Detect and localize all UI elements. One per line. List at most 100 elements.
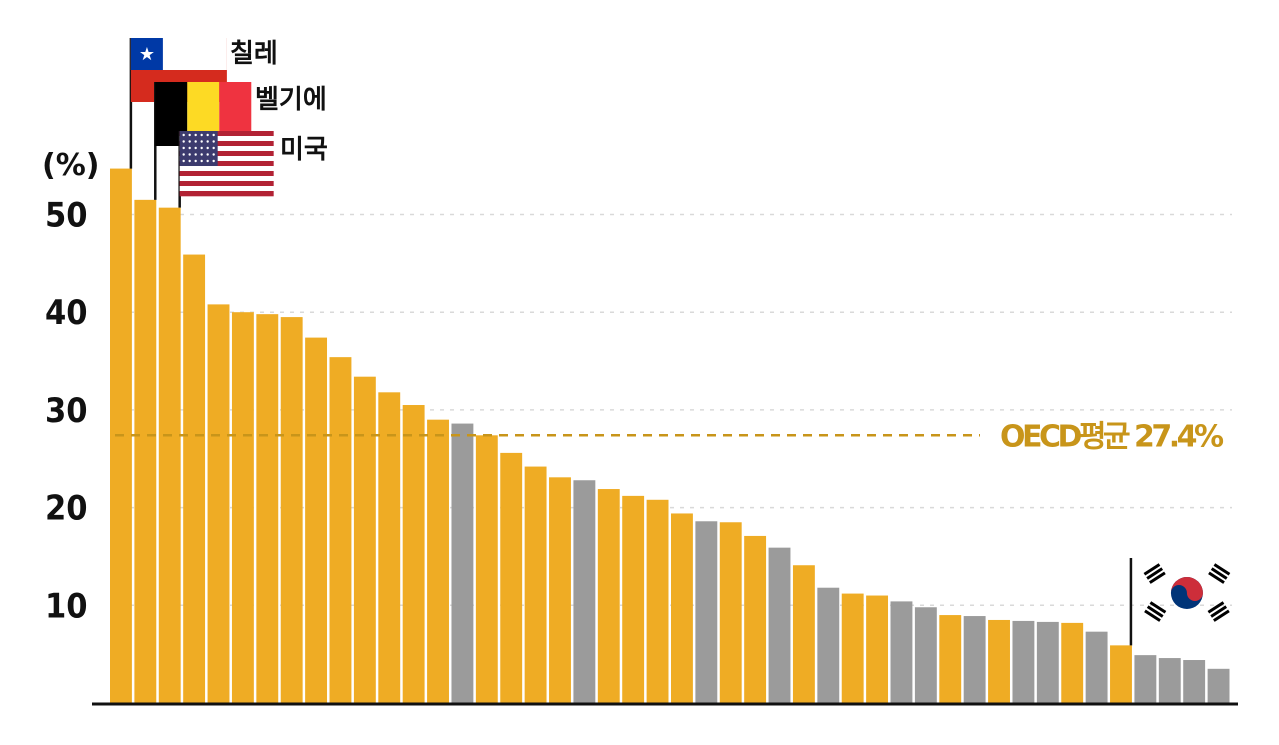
y-tick-label: 50 <box>45 196 88 236</box>
bar <box>719 522 742 703</box>
bar <box>939 615 962 703</box>
trigram-icon <box>1143 563 1166 584</box>
bars <box>110 168 1230 703</box>
bar <box>744 535 767 703</box>
bar <box>817 587 840 703</box>
star-icon <box>188 140 191 143</box>
star-icon <box>182 133 185 137</box>
bar <box>1207 668 1230 703</box>
star-icon <box>200 133 203 137</box>
bar <box>1183 660 1206 703</box>
trigram-bar <box>1146 605 1164 618</box>
trigram-bar <box>1208 571 1225 584</box>
bar <box>451 423 474 703</box>
oecd-average-label: OECD평균 27.4% <box>1000 419 1224 454</box>
star-icon <box>212 153 215 156</box>
star-icon <box>200 146 203 150</box>
bar <box>671 513 693 703</box>
flag-canton <box>130 38 163 70</box>
bar <box>353 376 376 703</box>
bar <box>378 392 401 703</box>
star-icon <box>200 140 203 143</box>
star-icon <box>206 140 209 143</box>
country-label: 칠레 <box>230 39 278 69</box>
star-icon <box>182 159 185 163</box>
trigram-icon <box>1207 601 1230 622</box>
bar <box>988 619 1010 703</box>
flag-stripe <box>179 141 274 147</box>
bar <box>183 254 206 703</box>
star-icon <box>188 146 191 150</box>
flag-stripe <box>179 186 274 192</box>
y-axis-unit-label: (%) <box>42 148 99 183</box>
flag-stripe <box>179 146 274 152</box>
star-icon: ★ <box>139 44 155 65</box>
bar <box>207 304 230 703</box>
usa-flag <box>178 131 274 208</box>
bar <box>573 480 596 703</box>
flag-stripe <box>179 161 274 167</box>
bar <box>549 477 571 703</box>
star-icon <box>206 159 209 163</box>
star-icon <box>182 140 185 143</box>
bar <box>500 452 523 703</box>
star-icon <box>182 153 185 156</box>
y-tick-label: 10 <box>45 586 88 626</box>
star-icon <box>194 153 197 156</box>
trigram-bar <box>1213 563 1231 576</box>
trigram-bar <box>1146 567 1164 580</box>
star-icon <box>188 153 191 156</box>
bar <box>134 199 157 703</box>
star-icon <box>188 159 191 163</box>
bar <box>1012 620 1035 703</box>
star-icon <box>206 146 209 150</box>
star-icon <box>212 133 215 137</box>
y-tick-label: 40 <box>45 293 88 333</box>
bar <box>475 435 498 703</box>
star-icon <box>212 159 215 163</box>
gridlines: 10 20 30 40 50 <box>45 196 1232 626</box>
trigram-bar <box>1149 601 1167 614</box>
flag-stripe <box>179 181 274 187</box>
trigram-bar <box>1207 601 1225 614</box>
star-icon <box>206 133 209 137</box>
flag-canton <box>179 131 218 166</box>
bar <box>1085 631 1108 703</box>
bar <box>866 595 889 703</box>
y-tick-label: 20 <box>45 489 88 529</box>
star-icon <box>200 153 203 156</box>
bar <box>402 405 425 703</box>
trigram-bar <box>1149 571 1166 584</box>
star-icon <box>194 140 197 143</box>
bar <box>1158 658 1181 703</box>
country-label: 미국 <box>280 135 328 165</box>
bar <box>914 607 937 703</box>
trigram-bar <box>1144 609 1161 622</box>
flag-stripe <box>179 131 274 137</box>
star-icon <box>194 133 197 137</box>
bar <box>1061 622 1084 703</box>
bar <box>1036 621 1059 703</box>
star-icon <box>182 146 185 150</box>
star-icon <box>206 153 209 156</box>
bar <box>622 495 645 703</box>
flag-stripe <box>179 136 274 142</box>
y-tick-label: 30 <box>45 391 88 431</box>
taegeuk-red <box>1170 577 1203 601</box>
star-icon <box>200 159 203 163</box>
star-icon <box>212 140 215 143</box>
bar <box>158 207 181 703</box>
flag-stripe <box>179 176 274 182</box>
bar <box>695 521 718 703</box>
bar <box>280 317 303 703</box>
trigram-icon <box>1144 601 1167 622</box>
korea-flag <box>1129 558 1231 646</box>
star-icon <box>212 146 215 150</box>
trigram-bar <box>1210 567 1228 580</box>
star-icon <box>188 133 191 137</box>
bar <box>792 565 815 703</box>
trigram-icon <box>1208 563 1231 584</box>
bar <box>427 419 449 703</box>
